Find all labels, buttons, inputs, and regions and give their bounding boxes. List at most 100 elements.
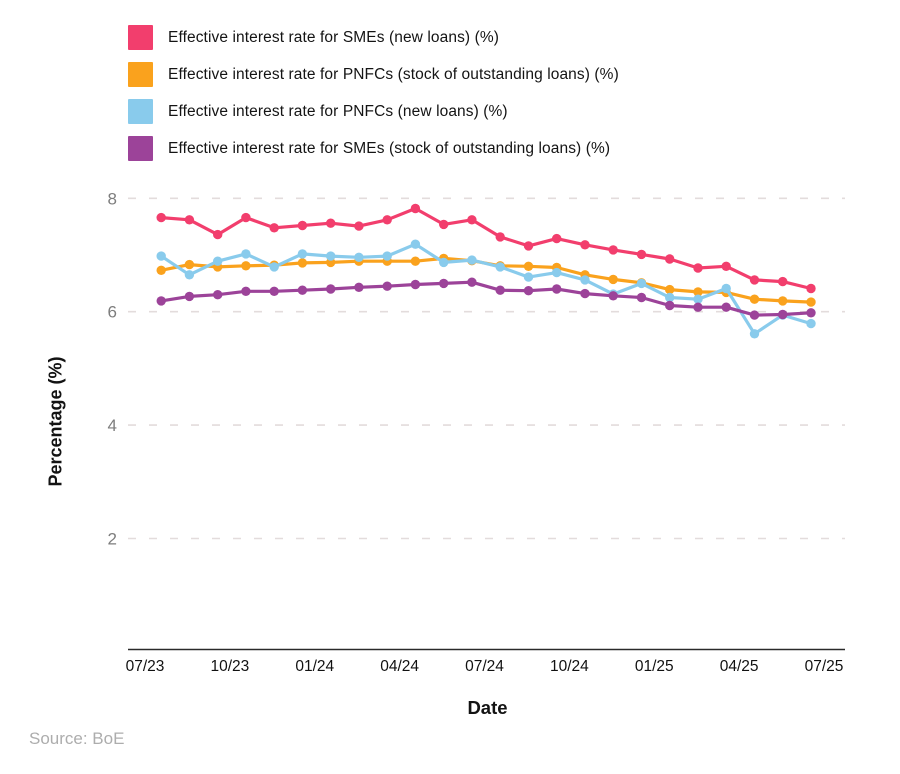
data-point bbox=[410, 239, 421, 249]
legend-swatch bbox=[128, 136, 153, 161]
data-point bbox=[608, 291, 618, 301]
data-point bbox=[326, 284, 336, 294]
data-point bbox=[467, 255, 477, 265]
data-point bbox=[806, 297, 816, 307]
data-point bbox=[156, 296, 166, 306]
data-point bbox=[241, 249, 251, 259]
data-point bbox=[608, 274, 618, 285]
data-point bbox=[156, 251, 166, 261]
data-point bbox=[410, 203, 421, 214]
data-point bbox=[721, 261, 731, 271]
data-point bbox=[693, 294, 703, 304]
data-point bbox=[749, 275, 760, 285]
data-point bbox=[241, 286, 251, 296]
data-point bbox=[552, 267, 562, 278]
data-point bbox=[213, 229, 223, 240]
data-point bbox=[439, 219, 449, 230]
legend-item: Effective interest rate for SMEs (new lo… bbox=[128, 25, 619, 50]
x-tick-label: 10/23 bbox=[210, 658, 249, 675]
data-point bbox=[297, 258, 308, 268]
data-point bbox=[297, 220, 308, 231]
y-tick-label-6: 6 bbox=[108, 303, 117, 322]
x-tick-label: 07/25 bbox=[805, 658, 844, 675]
data-point bbox=[580, 275, 590, 285]
y-tick-label-4: 4 bbox=[108, 416, 117, 435]
data-point bbox=[439, 257, 449, 268]
data-point bbox=[665, 300, 675, 311]
data-point bbox=[354, 282, 364, 292]
data-point bbox=[297, 285, 308, 295]
x-tick-label: 04/25 bbox=[720, 658, 759, 675]
data-point bbox=[778, 309, 788, 320]
data-point bbox=[552, 284, 562, 294]
legend-label: Effective interest rate for PNFCs (stock… bbox=[168, 65, 619, 83]
legend-label: Effective interest rate for PNFCs (new l… bbox=[168, 102, 508, 120]
data-point bbox=[523, 286, 534, 296]
data-point bbox=[523, 272, 534, 282]
data-point bbox=[184, 259, 195, 270]
data-point bbox=[749, 310, 760, 320]
data-point bbox=[382, 281, 392, 291]
data-point bbox=[326, 251, 336, 261]
data-point bbox=[721, 302, 731, 312]
data-point bbox=[636, 278, 647, 289]
data-point bbox=[156, 212, 166, 223]
data-point bbox=[382, 215, 392, 225]
data-point bbox=[269, 262, 279, 272]
legend-swatch bbox=[128, 62, 153, 87]
data-point bbox=[156, 265, 166, 275]
data-point bbox=[184, 291, 195, 302]
data-point bbox=[495, 262, 505, 272]
y-tick-label-2: 2 bbox=[108, 530, 117, 549]
data-point bbox=[806, 308, 816, 318]
data-point bbox=[467, 215, 477, 225]
series-1 bbox=[156, 253, 816, 307]
series-line-2 bbox=[159, 242, 813, 336]
data-point bbox=[580, 288, 590, 299]
data-point bbox=[297, 249, 308, 259]
y-axis-title: Percentage (%) bbox=[45, 356, 66, 487]
data-point bbox=[439, 278, 449, 289]
legend: Effective interest rate for SMEs (new lo… bbox=[128, 25, 619, 173]
data-point bbox=[269, 223, 279, 233]
data-point bbox=[354, 252, 364, 262]
data-point bbox=[184, 270, 195, 280]
series-0 bbox=[156, 203, 816, 294]
data-point bbox=[665, 292, 675, 303]
data-point bbox=[778, 276, 788, 287]
series-line-3 bbox=[159, 280, 813, 317]
data-point bbox=[269, 286, 279, 296]
data-point bbox=[749, 329, 760, 339]
series-2 bbox=[156, 239, 816, 339]
data-point bbox=[665, 284, 675, 295]
x-tick-label: 04/24 bbox=[380, 658, 419, 675]
legend-swatch bbox=[128, 99, 153, 124]
data-point bbox=[213, 290, 223, 300]
data-point bbox=[636, 249, 647, 260]
y-tick-label-8: 8 bbox=[108, 189, 117, 208]
legend-item: Effective interest rate for PNFCs (new l… bbox=[128, 99, 619, 124]
data-point bbox=[608, 245, 618, 255]
data-point bbox=[467, 277, 477, 287]
legend-label: Effective interest rate for SMEs (new lo… bbox=[168, 28, 499, 46]
legend-item: Effective interest rate for SMEs (stock … bbox=[128, 136, 619, 161]
data-point bbox=[213, 256, 223, 266]
source-note: Source: BoE bbox=[29, 729, 125, 748]
x-axis-title: Date bbox=[467, 697, 508, 718]
data-point bbox=[523, 241, 534, 251]
data-point bbox=[721, 283, 731, 294]
data-point bbox=[495, 232, 505, 242]
legend-item: Effective interest rate for PNFCs (stock… bbox=[128, 62, 619, 87]
data-point bbox=[806, 318, 816, 329]
data-point bbox=[326, 218, 336, 228]
data-point bbox=[778, 296, 788, 306]
x-tick-label: 07/23 bbox=[126, 658, 165, 675]
data-point bbox=[241, 261, 251, 271]
data-point bbox=[241, 212, 251, 223]
data-point bbox=[382, 251, 392, 261]
data-point bbox=[410, 279, 421, 290]
data-point bbox=[749, 294, 760, 304]
series-3 bbox=[156, 277, 816, 320]
